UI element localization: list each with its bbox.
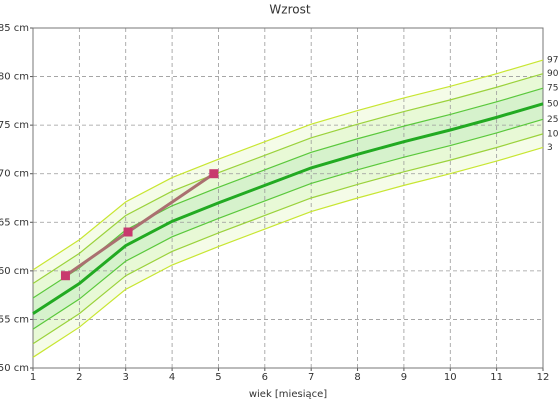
percentile-line <box>32 102 544 315</box>
x-tick-label: 6 <box>262 372 268 383</box>
x-tick-label: 1 <box>30 372 36 383</box>
x-tick-label: 10 <box>444 372 457 383</box>
percentile-line <box>32 146 544 358</box>
y-tick-label: 70 cm <box>0 169 29 180</box>
x-tick-label: 9 <box>401 372 407 383</box>
y-tick-label: 55 cm <box>0 314 29 325</box>
percentile-label: 90 <box>547 69 559 79</box>
y-tick-label: 50 cm <box>0 363 29 374</box>
plot-frame <box>32 27 544 369</box>
percentile-label: 3 <box>547 143 553 153</box>
y-tick-label: 60 cm <box>0 266 29 277</box>
y-tick-label: 80 cm <box>0 72 29 83</box>
percentile-label: 10 <box>547 129 559 139</box>
x-tick-label: 5 <box>215 372 221 383</box>
y-tick-label: 85 cm <box>0 23 29 34</box>
chart-title: Wzrost <box>269 3 310 17</box>
y-tick-label: 75 cm <box>0 120 29 131</box>
x-tick-label: 7 <box>308 372 314 383</box>
x-tick-label: 2 <box>76 372 82 383</box>
percentile-band <box>33 88 543 330</box>
x-tick-label: 4 <box>169 372 175 383</box>
percentile-line <box>32 59 544 271</box>
percentile-line <box>32 118 544 330</box>
measurement-point <box>123 227 133 237</box>
x-tick-label: 8 <box>354 372 360 383</box>
percentile-line <box>32 133 544 345</box>
measurement-point <box>209 169 219 179</box>
percentile-line <box>32 87 544 299</box>
percentile-label: 75 <box>547 84 558 94</box>
x-tick-label: 12 <box>537 372 550 383</box>
bands <box>33 60 543 358</box>
x-tick-label: 3 <box>123 372 129 383</box>
percentile-label: 97 <box>547 56 558 66</box>
x-tick-label: 11 <box>490 372 503 383</box>
percentile-line <box>32 73 544 284</box>
y-tick-label: 65 cm <box>0 217 29 228</box>
percentile-label: 50 <box>547 99 559 109</box>
x-axis-label: wiek [miesiące] <box>249 389 327 400</box>
percentile-label: 25 <box>547 115 558 125</box>
measurement-point <box>60 271 70 281</box>
